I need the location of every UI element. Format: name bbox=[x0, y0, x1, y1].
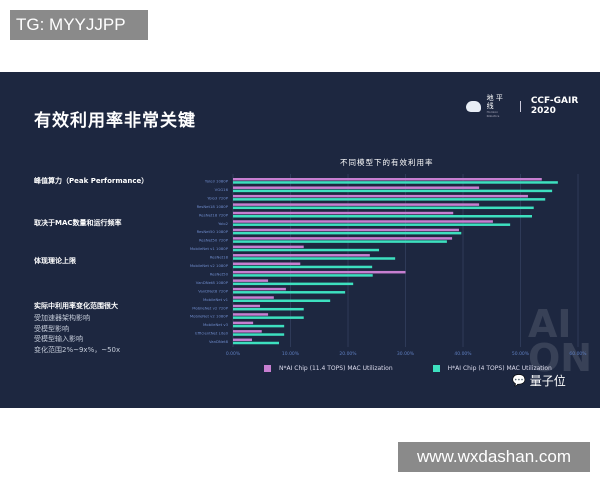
x-tick-label: 60.00% bbox=[569, 351, 587, 357]
bar-h-chip bbox=[233, 223, 511, 226]
bar-n-chip bbox=[233, 220, 493, 223]
brand-name-en: Horizon Robotics bbox=[486, 110, 500, 118]
bar-n-chip bbox=[233, 254, 370, 257]
source-name: 量子位 bbox=[529, 374, 566, 388]
limit-label: 体现理论上限 bbox=[34, 257, 76, 265]
category-label: MobileNet v1 bbox=[203, 297, 229, 302]
bar-h-chip bbox=[233, 181, 558, 184]
top-watermark-tag: TG: MYYJJPP bbox=[10, 10, 148, 40]
legend-label: N*AI Chip (11.4 TOPS) MAC Utilization bbox=[279, 365, 393, 372]
category-label: MobileNet v2 1080P bbox=[190, 314, 229, 319]
bar-n-chip bbox=[233, 313, 269, 316]
x-tick-label: 40.00% bbox=[454, 351, 472, 357]
category-label: Yolo3 1080P bbox=[205, 179, 229, 184]
bar-n-chip bbox=[233, 279, 269, 282]
bar-h-chip bbox=[233, 291, 346, 294]
legend-label: H*AI Chip (4 TOPS) MAC Utilization bbox=[447, 365, 552, 372]
category-label: VGG16 bbox=[215, 187, 229, 192]
bullet-4: 变化范围2%~9x%，~50x bbox=[34, 346, 121, 354]
bar-h-chip bbox=[233, 248, 380, 252]
bar-h-chip bbox=[233, 189, 553, 193]
bar-n-chip bbox=[233, 245, 304, 249]
bar-n-chip bbox=[233, 228, 459, 232]
bar-h-chip bbox=[233, 215, 532, 218]
category-label: ResNet18 1080P bbox=[197, 204, 229, 209]
category-label: VanDNet8 720P bbox=[198, 288, 228, 293]
brand-name: 地 平 线 bbox=[486, 94, 503, 110]
slide-title: 有效利用率非常关键 bbox=[34, 111, 196, 131]
category-label: ResNet50 720P bbox=[199, 238, 229, 243]
depends-label: 取决于MAC数量和运行频率 bbox=[34, 219, 122, 227]
bar-n-chip bbox=[233, 304, 261, 308]
bar-h-chip bbox=[233, 231, 462, 235]
bar-n-chip bbox=[233, 194, 528, 198]
bar-n-chip bbox=[233, 270, 406, 274]
peak-label: 峰值算力（Peak Performance） bbox=[34, 177, 149, 185]
bar-n-chip bbox=[233, 287, 286, 291]
bar-chart: 0.00% 10.00% 20.00% 30.00% 40.00% 50.00% 60.00… bbox=[190, 174, 587, 357]
bar-n-chip bbox=[233, 330, 262, 333]
ai-on-watermark: AI ON bbox=[528, 302, 593, 380]
x-tick-label: 20.00% bbox=[339, 351, 357, 357]
category-label: VanDNet8 1080P bbox=[196, 280, 229, 285]
legend-swatch bbox=[264, 365, 271, 372]
legend-swatch bbox=[432, 365, 440, 372]
bar-n-chip bbox=[233, 296, 274, 299]
bar-n-chip bbox=[233, 178, 542, 181]
bottom-watermark-tag: www.wxdashan.com bbox=[398, 442, 590, 472]
x-tick-label: 50.00% bbox=[512, 351, 530, 357]
header-logo: 地 平 线 Horizon Robotics CCF-GAIR 2020 bbox=[466, 94, 600, 118]
bar-h-chip bbox=[233, 198, 546, 201]
bar-h-chip bbox=[233, 240, 447, 243]
bullet-2: 受模型影响 bbox=[34, 325, 69, 333]
x-tick-label: 30.00% bbox=[397, 351, 415, 357]
x-tick-label: 0.00% bbox=[226, 351, 241, 357]
bar-h-chip bbox=[233, 206, 534, 210]
wechat-icon: 💬 bbox=[512, 374, 526, 387]
actual-label: 实际中利用率变化范围很大 bbox=[34, 302, 118, 310]
category-label: ResNet50 bbox=[210, 271, 229, 276]
bar-h-chip bbox=[233, 307, 304, 311]
bar-h-chip bbox=[233, 265, 373, 269]
chart-legend: N*AI Chip (11.4 TOPS) MAC Utilization H*… bbox=[264, 365, 552, 372]
divider bbox=[519, 100, 521, 112]
category-label: EfficientNet Lite0 bbox=[195, 331, 228, 336]
presentation-slide: 有效利用率非常关键 地 平 线 Horizon Robotics CCF-GAIR… bbox=[0, 72, 600, 408]
bar-n-chip bbox=[233, 186, 480, 189]
category-label: ResNet50 1080P bbox=[197, 229, 229, 234]
bar-n-chip bbox=[233, 262, 301, 265]
conference-name: CCF-GAIR 2020 bbox=[530, 96, 579, 116]
bar-n-chip bbox=[233, 211, 454, 215]
category-label: MobileNet v2 720P bbox=[192, 305, 228, 310]
category-label: MobileNet v1 1080P bbox=[190, 246, 229, 251]
category-label: Yolo2 bbox=[218, 221, 229, 226]
legend-item-n: N*AI Chip (11.4 TOPS) MAC Utilization bbox=[264, 365, 393, 372]
bar-h-chip bbox=[233, 299, 331, 302]
bar-h-chip bbox=[233, 333, 285, 336]
category-label: ResNet18 720P bbox=[199, 212, 229, 217]
bar-h-chip bbox=[233, 274, 373, 277]
source-credit: 💬 量子位 bbox=[512, 372, 566, 389]
x-tick-label: 10.00% bbox=[282, 351, 300, 357]
bar-n-chip bbox=[233, 321, 254, 325]
bullet-1: 受加速器架构影响 bbox=[34, 314, 90, 322]
bullet-3: 受模型输入影响 bbox=[34, 335, 83, 343]
category-label: Yolo3 720P bbox=[207, 195, 228, 200]
bar-h-chip bbox=[233, 341, 279, 345]
bar-h-chip bbox=[233, 282, 354, 286]
category-label: VanDNet8 bbox=[209, 339, 229, 344]
bar-h-chip bbox=[233, 324, 285, 328]
bar-n-chip bbox=[233, 203, 480, 206]
bar-n-chip bbox=[233, 338, 252, 342]
bar-h-chip bbox=[233, 257, 396, 260]
horizon-logo-icon bbox=[466, 100, 481, 112]
bar-n-chip bbox=[233, 237, 453, 240]
category-label: MobileNet v2 1080P bbox=[190, 263, 229, 268]
category-label: MobileNet v3 bbox=[203, 322, 229, 327]
bar-h-chip bbox=[233, 316, 304, 319]
category-label: ResNet18 bbox=[210, 255, 229, 260]
chart-title: 不同模型下的有效利用率 bbox=[340, 158, 434, 167]
legend-item-h: H*AI Chip (4 TOPS) MAC Utilization bbox=[432, 365, 552, 372]
